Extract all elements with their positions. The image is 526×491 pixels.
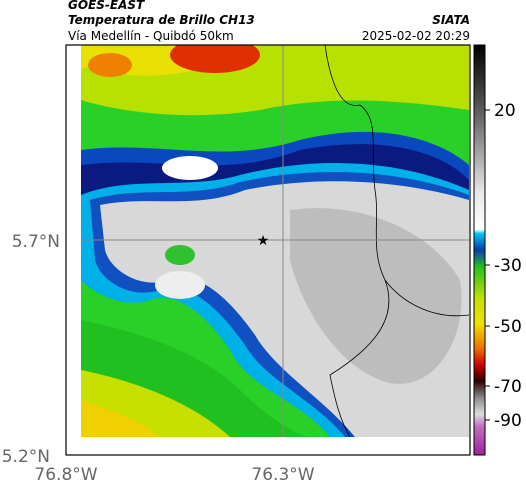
map-frame [65, 44, 471, 456]
colorbar-tick-label: 20 [494, 101, 516, 121]
lon-tick-label: 76.3°W [251, 465, 314, 485]
svg-text:★: ★ [257, 233, 270, 249]
source: GOES-EAST [68, 0, 145, 12]
lon-tick-label: 76.8°W [34, 465, 97, 485]
colorbar-tick-label: -30 [494, 256, 522, 276]
colorbar [473, 44, 486, 456]
colorbar-tick-label: -90 [494, 411, 522, 431]
timestamp: 2025-02-02 20:29 [362, 29, 470, 43]
brand: SIATA [432, 13, 470, 27]
satellite-image: ★ [81, 45, 469, 437]
lat-tick-label: 5.7°N [12, 232, 60, 252]
lat-tick-label: 5.2°N [2, 447, 50, 467]
subtitle: Vía Medellín - Quibdó 50km [68, 29, 234, 43]
colorbar-tick-label: -70 [494, 377, 522, 397]
colorbar-tick-label: -50 [494, 317, 522, 337]
title: Temperatura de Brillo CH13 [68, 13, 255, 27]
